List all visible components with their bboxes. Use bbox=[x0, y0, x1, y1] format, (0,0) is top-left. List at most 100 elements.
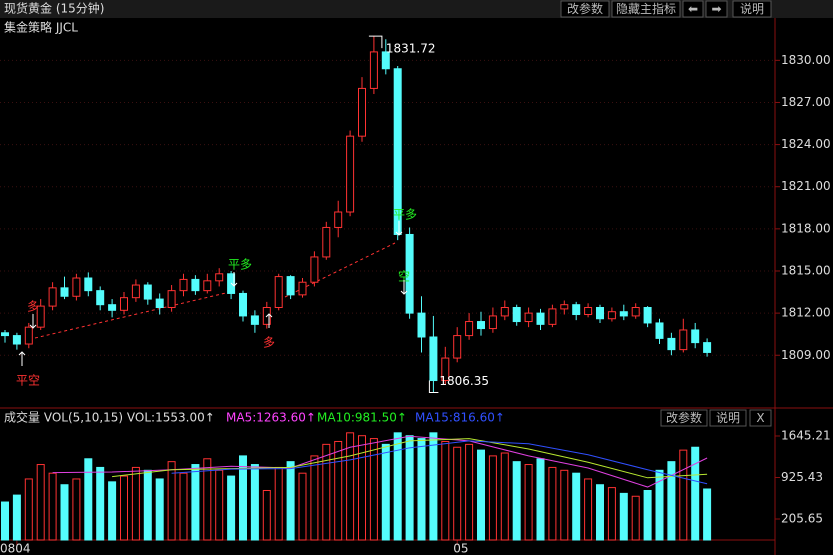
volume-bar bbox=[381, 443, 390, 541]
candle-body bbox=[191, 278, 200, 292]
volume-bar bbox=[417, 438, 426, 541]
high-label: 1831.72 bbox=[386, 42, 436, 56]
candle-body bbox=[96, 290, 105, 306]
ma-line bbox=[171, 440, 708, 485]
low-label: 1806.35 bbox=[439, 374, 489, 388]
volume-bar bbox=[584, 478, 593, 541]
volume-bar bbox=[679, 449, 688, 541]
signal-arrow-head bbox=[230, 282, 238, 287]
button-label[interactable]: 改参数 bbox=[567, 1, 603, 16]
candle-body bbox=[619, 311, 628, 317]
button-label[interactable]: 说明 bbox=[716, 410, 740, 425]
candle-body bbox=[239, 292, 247, 317]
signal-label: 空 bbox=[398, 270, 410, 284]
candle-body bbox=[60, 287, 69, 297]
signal-arrow-head bbox=[18, 351, 26, 356]
volume-bar bbox=[131, 466, 140, 541]
y-tick-label: 1821.00 bbox=[781, 179, 831, 193]
candle-body bbox=[441, 357, 450, 382]
volume-bar bbox=[286, 461, 295, 541]
button-label[interactable]: ➡ bbox=[711, 2, 721, 16]
volume-bar bbox=[239, 455, 247, 541]
candle-body bbox=[512, 307, 521, 323]
volume-bar bbox=[631, 495, 640, 541]
volume-bar bbox=[143, 469, 152, 541]
signal-label: 平多 bbox=[393, 208, 417, 222]
volume-bar bbox=[465, 443, 474, 541]
volume-bar bbox=[1, 501, 9, 541]
candle-body bbox=[393, 68, 402, 235]
button-label[interactable]: ⬅ bbox=[688, 2, 698, 16]
signal-label: 多 bbox=[263, 336, 275, 350]
button[interactable] bbox=[682, 0, 704, 18]
candle-body bbox=[417, 312, 426, 338]
y-tick-label: 1827.00 bbox=[781, 95, 831, 109]
button-label[interactable]: 隐藏主指标 bbox=[616, 1, 676, 16]
candle-body bbox=[215, 273, 224, 282]
button[interactable] bbox=[705, 0, 728, 18]
volume-bar bbox=[488, 455, 497, 541]
volume-bar bbox=[369, 438, 378, 541]
candle-body bbox=[381, 51, 390, 70]
volume-bar bbox=[36, 464, 45, 541]
signal-arrow-head bbox=[400, 290, 408, 295]
annotation-line bbox=[428, 380, 439, 393]
candle-body bbox=[1, 332, 9, 337]
volume-header: 成交量 VOL(5,10,15) VOL:1553.00↑ bbox=[4, 410, 215, 425]
signal-arrow-head bbox=[29, 324, 37, 329]
volume-bar bbox=[346, 432, 355, 541]
volume-bar bbox=[120, 475, 128, 541]
button[interactable] bbox=[660, 409, 708, 427]
volume-bar bbox=[215, 469, 224, 541]
volume-bar bbox=[512, 461, 521, 541]
signal-label: 多 bbox=[27, 300, 39, 314]
candle-body bbox=[120, 297, 128, 311]
volume-bar bbox=[536, 458, 545, 541]
volume-bar bbox=[72, 478, 81, 541]
volume-bar bbox=[310, 455, 319, 541]
candle-body bbox=[131, 284, 140, 299]
candle-body bbox=[369, 51, 378, 89]
candle-body bbox=[477, 321, 485, 330]
button-label[interactable]: 改参数 bbox=[666, 410, 702, 425]
y-tick-label: 1645.21 bbox=[781, 428, 831, 442]
y-tick-label: 1812.00 bbox=[781, 306, 831, 320]
y-tick-label: 205.65 bbox=[781, 511, 823, 525]
candle-body bbox=[12, 335, 21, 345]
candle-body bbox=[84, 277, 93, 292]
volume-bar bbox=[298, 472, 307, 541]
button[interactable] bbox=[611, 0, 681, 18]
signal-label: 平空 bbox=[16, 374, 40, 388]
candle-body bbox=[250, 315, 259, 325]
volume-bar bbox=[572, 472, 581, 541]
volume-bar bbox=[667, 461, 676, 541]
volume-bar bbox=[619, 492, 628, 541]
button[interactable] bbox=[709, 409, 747, 427]
volume-bar bbox=[655, 469, 664, 541]
candle-body bbox=[453, 335, 462, 359]
button[interactable] bbox=[732, 0, 772, 18]
volume-bar bbox=[322, 443, 331, 541]
volume-bar bbox=[60, 484, 69, 541]
candle-body bbox=[167, 290, 176, 309]
volume-bar bbox=[477, 449, 485, 541]
candle-body bbox=[36, 305, 45, 328]
volume-bar bbox=[560, 469, 569, 541]
button[interactable] bbox=[749, 409, 772, 427]
button-label[interactable]: 说明 bbox=[740, 1, 764, 16]
signal-label: 平多 bbox=[228, 258, 252, 272]
volume-bar bbox=[429, 432, 438, 541]
volume-bar bbox=[203, 458, 212, 541]
volume-bar bbox=[155, 478, 164, 541]
volume-bar bbox=[191, 464, 200, 541]
y-tick-label: 1830.00 bbox=[781, 53, 831, 67]
candle-body bbox=[560, 304, 569, 310]
volume-bar bbox=[108, 481, 117, 541]
button-label[interactable]: X bbox=[756, 411, 764, 425]
signal-arrow-head bbox=[395, 231, 403, 236]
candle-body bbox=[358, 87, 366, 137]
button[interactable] bbox=[560, 0, 610, 18]
candle-body bbox=[524, 312, 533, 323]
volume-bar bbox=[250, 464, 259, 541]
